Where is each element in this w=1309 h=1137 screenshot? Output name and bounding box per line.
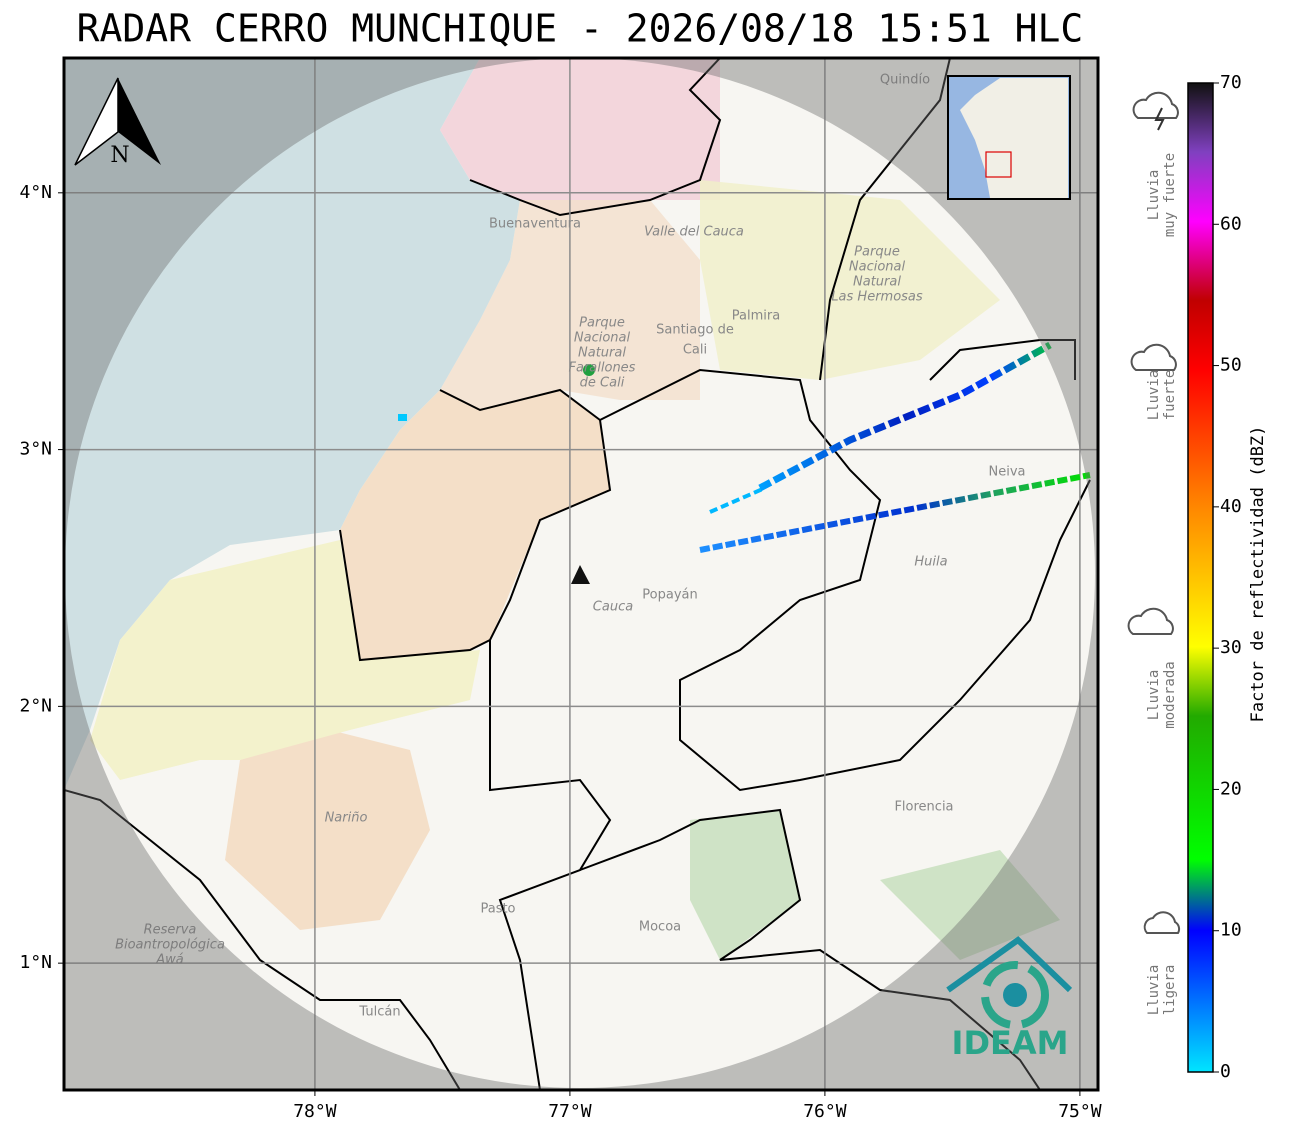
rain-category-label: Lluvia <box>1146 370 1162 421</box>
rain-category-label: Lluvia <box>1146 670 1162 721</box>
icon-moderate-rain <box>1127 607 1174 635</box>
radar-site <box>571 565 590 584</box>
colorbar-tick-label: 30 <box>1220 637 1242 658</box>
colorbar-tick-label: 10 <box>1220 920 1242 941</box>
y-tick-label: 1°N <box>19 952 52 973</box>
place-label: Buenaventura <box>489 217 581 232</box>
icon-light-rain <box>1143 911 1181 934</box>
colorbar-tick-label: 20 <box>1220 778 1242 799</box>
inset-map <box>947 75 1071 200</box>
place-label: Palmira <box>732 309 780 324</box>
place-label: Neiva <box>989 465 1026 480</box>
colorbar <box>1187 82 1214 1073</box>
inset-land <box>960 78 1068 198</box>
place-label: Santiago de <box>656 323 734 338</box>
place-label: Nacional <box>574 331 631 346</box>
y-tick-label: 4°N <box>19 182 52 203</box>
echo-band <box>758 341 1052 492</box>
colorbar-tick-label: 70 <box>1220 72 1242 93</box>
x-tick-label: 78°W <box>293 1101 337 1122</box>
rain-category-label: Lluvia <box>1146 965 1162 1016</box>
place-labels: Buenaventura Valle del Cauca Santiago de Ca… <box>115 73 1025 1020</box>
logo-eye <box>1003 983 1027 1007</box>
echo-cell <box>398 414 407 421</box>
map-frame <box>62 56 1100 1092</box>
region-cauca-west <box>340 390 610 660</box>
colorbar-tick-label: 60 <box>1220 213 1242 234</box>
place-label: Quindío <box>880 73 930 88</box>
place-label: Cali <box>683 343 707 358</box>
rain-category-label: ligera <box>1162 965 1178 1016</box>
place-label: Nariño <box>325 811 368 826</box>
inset-locator <box>985 151 1012 178</box>
north-label: N <box>110 143 129 168</box>
place-label: Las Hermosas <box>831 290 923 305</box>
title: RADAR CERRO MUNCHIQUE - 2026/08/18 15:51… <box>77 7 1084 51</box>
x-tick-label: 76°W <box>803 1101 847 1122</box>
place-label: Florencia <box>894 800 953 815</box>
icon-storm <box>1132 91 1179 119</box>
echo-cell <box>583 364 595 376</box>
region-valle <box>440 58 720 215</box>
place-label: Reserva <box>144 923 197 938</box>
icon-heavy-rain <box>1130 343 1177 371</box>
place-label: Farallones <box>569 361 636 376</box>
logo-swirl <box>981 961 1049 1029</box>
icon-bolt <box>1154 107 1165 131</box>
echo-band <box>709 486 766 514</box>
place-label: Bioantropológica <box>115 938 225 953</box>
grid <box>64 58 1098 1090</box>
ocean <box>64 58 520 790</box>
colorbar-label: Factor de reflectividad (dBZ) <box>1248 426 1268 723</box>
place-label: Mocoa <box>639 920 681 935</box>
logo-roof <box>946 936 1073 993</box>
boundaries <box>64 58 1091 1090</box>
radar-echoes <box>398 341 1091 553</box>
logo-text: IDEAM <box>952 1024 1069 1062</box>
place-label: Popayán <box>642 588 697 603</box>
y-tick-label: 2°N <box>19 695 52 716</box>
place-label: Nacional <box>849 260 906 275</box>
rain-category-label: Lluvia <box>1146 170 1162 221</box>
y-tick-label: 3°N <box>19 439 52 460</box>
place-label: Huila <box>914 555 947 570</box>
place-label: de Cali <box>580 376 625 391</box>
ideam-logo: IDEAM <box>946 936 1073 1062</box>
place-label: Cauca <box>593 600 633 615</box>
rain-category-label: moderada <box>1162 661 1178 728</box>
colorbar-tick-label: 50 <box>1220 355 1242 376</box>
x-tick-label: 77°W <box>548 1101 592 1122</box>
forest <box>690 810 1060 960</box>
region-tolima <box>700 180 1000 380</box>
place-label: Parque <box>854 245 900 260</box>
rain-icons <box>1127 91 1181 934</box>
place-label: Natural <box>578 346 626 361</box>
place-label: Tulcán <box>358 1005 400 1020</box>
place-label: Parque <box>579 316 625 331</box>
colorbar-tick-label: 40 <box>1220 496 1242 517</box>
rain-category-label: muy fuerte <box>1162 153 1178 237</box>
colorbar-tick-label: 0 <box>1220 1061 1231 1082</box>
north-arrow: N <box>74 77 161 168</box>
place-label: Awá <box>155 953 184 968</box>
region-yellow <box>90 540 480 780</box>
echo-band <box>699 472 1091 553</box>
place-label: Valle del Cauca <box>644 225 744 240</box>
north-arrow-right <box>118 78 161 165</box>
x-tick-label: 75°W <box>1058 1101 1102 1122</box>
place-label: Natural <box>853 275 901 290</box>
region-narino <box>225 730 430 930</box>
place-label: Pasto <box>480 902 515 917</box>
map-area: Buenaventura Valle del Cauca Santiago de Ca… <box>64 58 1098 1090</box>
rain-category-label: fuerte <box>1162 370 1178 421</box>
